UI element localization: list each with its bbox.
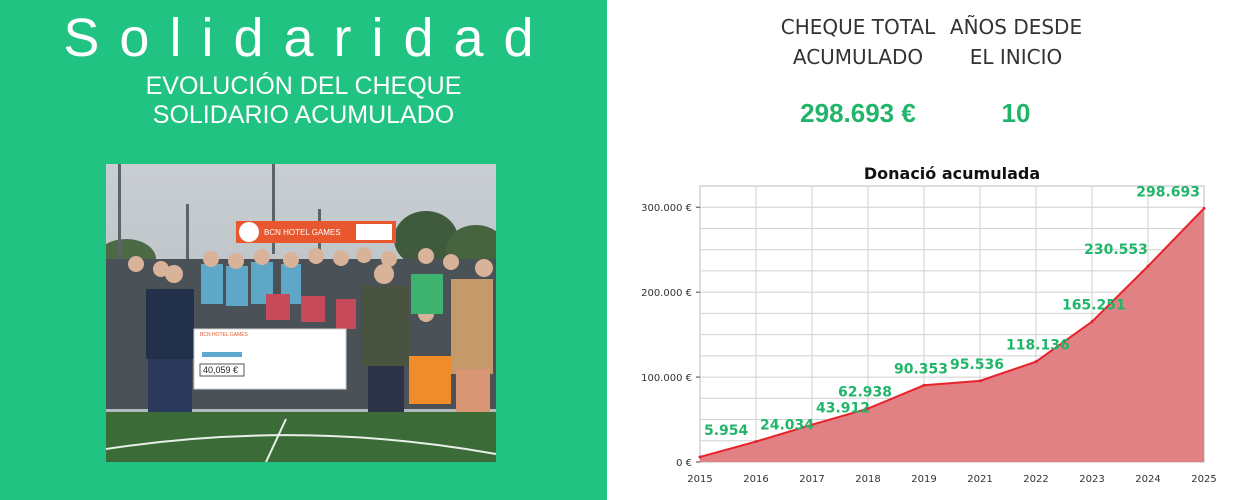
team-photo-illustration: BCN HOTEL GAMES — [106, 164, 496, 462]
total-cheque-label-line2: ACUMULADO — [792, 45, 924, 69]
years-label-line1: AÑOS DESDE — [949, 15, 1083, 39]
total-cheque-label-line1: CHEQUE TOTAL — [780, 15, 936, 39]
data-point — [754, 440, 758, 444]
x-tick-label: 2019 — [911, 474, 936, 485]
x-tick-label: 2015 — [687, 474, 712, 485]
hero-subtitle: EVOLUCIÓN DEL CHEQUE SOLIDARIO ACUMULADO — [0, 72, 607, 130]
data-label: 90.353 — [894, 361, 948, 377]
hero-subtitle-line2: SOLIDARIO ACUMULADO — [152, 101, 455, 129]
years-label-line2: EL INICIO — [969, 45, 1063, 69]
data-point — [1034, 360, 1038, 364]
cheque-header: BCN HOTEL GAMES — [200, 332, 249, 338]
total-cheque-value: 298.693 € — [800, 98, 916, 128]
data-label: 62.938 — [838, 385, 892, 401]
hero-subtitle-line1: EVOLUCIÓN DEL CHEQUE — [145, 72, 462, 100]
chart-title: Donació acumulada — [863, 164, 1041, 183]
data-point — [922, 383, 926, 387]
x-tick-label: 2025 — [1191, 474, 1216, 485]
data-point — [978, 379, 982, 383]
team-photo: BCN HOTEL GAMES — [106, 164, 496, 462]
data-point — [1202, 206, 1206, 210]
data-point — [698, 455, 702, 459]
data-label: 230.553 — [1084, 242, 1148, 258]
total-cheque-label: CHEQUE TOTAL ACUMULADO — [770, 12, 946, 72]
hero-title: Solidaridad — [63, 8, 554, 68]
years-label: AÑOS DESDE EL INICIO — [946, 12, 1086, 72]
data-label: 43.912 — [816, 401, 870, 417]
years-value: 10 — [1001, 98, 1031, 128]
data-label: 298.693 — [1136, 184, 1200, 200]
data-point — [810, 423, 814, 427]
series-area — [700, 208, 1204, 462]
data-label: 165.251 — [1062, 298, 1126, 314]
x-tick-label: 2021 — [967, 474, 992, 485]
x-tick-label: 2022 — [1023, 474, 1048, 485]
data-point — [1090, 320, 1094, 324]
hero-panel: Solidaridad EVOLUCIÓN DEL CHEQUE SOLIDAR… — [0, 0, 607, 500]
y-tick-label: 100.000 € — [641, 373, 692, 384]
x-tick-label: 2024 — [1135, 474, 1160, 485]
x-tick-label: 2018 — [855, 474, 880, 485]
data-label: 118.136 — [1006, 338, 1070, 354]
cheque-amount: 40,059 € — [203, 365, 238, 375]
x-tick-label: 2023 — [1079, 474, 1104, 485]
data-label: 95.536 — [950, 357, 1004, 373]
data-point — [1146, 264, 1150, 268]
banner-text: BCN HOTEL GAMES — [264, 228, 341, 237]
data-point — [866, 407, 870, 411]
x-tick-label: 2017 — [799, 474, 824, 485]
y-tick-label: 300.000 € — [641, 203, 692, 214]
x-tick-label: 2016 — [743, 474, 768, 485]
data-label: 5.954 — [704, 423, 749, 439]
y-tick-label: 200.000 € — [641, 288, 692, 299]
y-tick-label: 0 € — [676, 458, 692, 469]
data-label: 24.034 — [760, 418, 814, 434]
series-line — [699, 207, 1205, 458]
